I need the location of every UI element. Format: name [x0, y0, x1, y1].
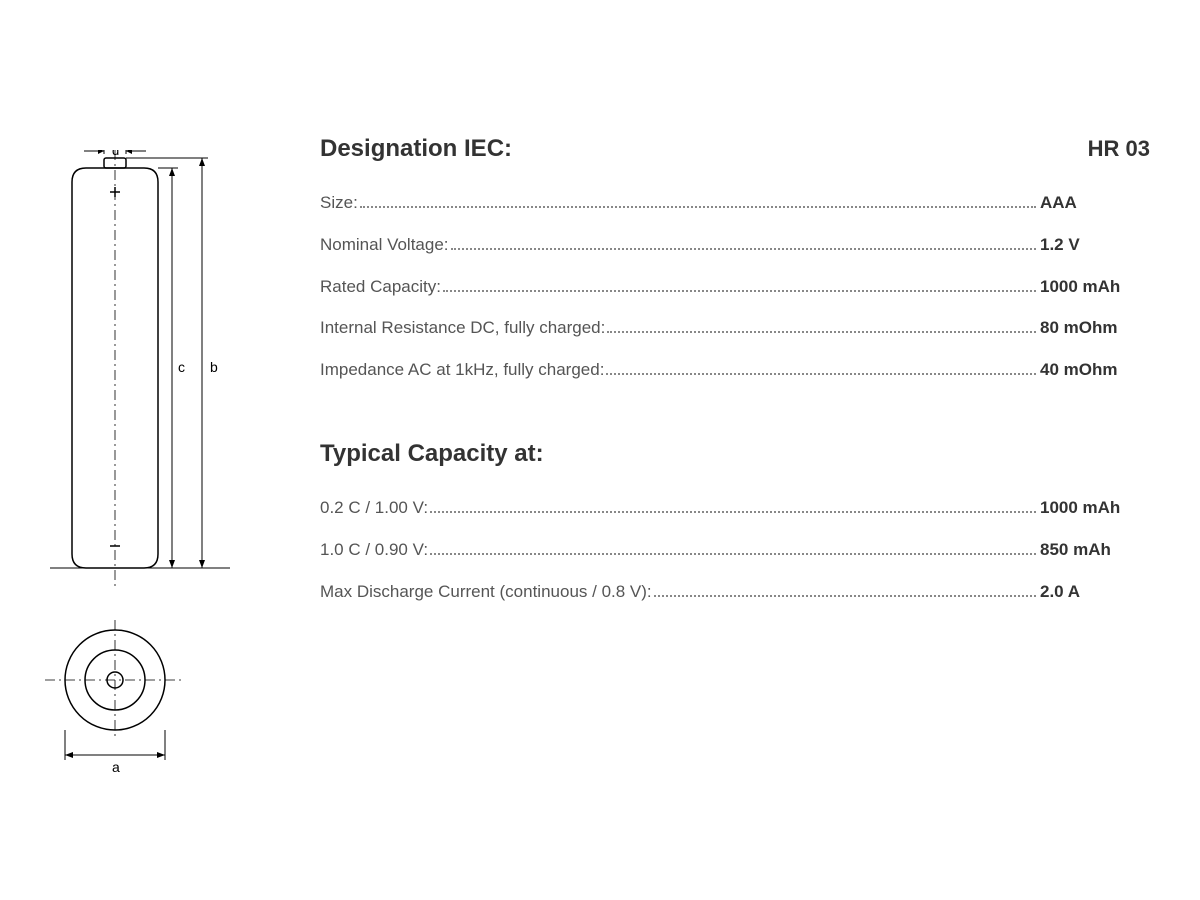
leader-dots	[360, 206, 1036, 208]
spec-label: 1.0 C / 0.90 V:	[320, 538, 428, 562]
leader-dots	[606, 373, 1036, 375]
spec-value: 80 mOhm	[1040, 316, 1150, 340]
dim-b-label: b	[210, 359, 218, 375]
spec-sheet: Designation IEC: HR 03 Size: AAA Nominal…	[320, 135, 1150, 621]
leader-dots	[430, 511, 1036, 513]
spec-label: Max Discharge Current (continuous / 0.8 …	[320, 580, 652, 604]
spec-value: 2.0 A	[1040, 580, 1150, 604]
spec-label: Internal Resistance DC, fully charged:	[320, 316, 605, 340]
spec-value: 850 mAh	[1040, 538, 1150, 562]
spec-row: Size: AAA	[320, 191, 1150, 215]
section-heading: Typical Capacity at:	[320, 440, 544, 468]
section-heading-value: HR 03	[1088, 136, 1150, 162]
diagram-svg: d c b	[30, 150, 270, 870]
dim-d-label: d	[112, 150, 119, 158]
leader-dots	[430, 553, 1036, 555]
spec-row: Internal Resistance DC, fully charged: 8…	[320, 316, 1150, 340]
spec-value: 40 mOhm	[1040, 358, 1150, 382]
spec-row: Rated Capacity: 1000 mAh	[320, 275, 1150, 299]
section-heading-row: Designation IEC: HR 03	[320, 135, 1150, 163]
spec-label: Nominal Voltage:	[320, 233, 449, 257]
battery-diagram: d c b	[30, 150, 270, 870]
leader-dots	[607, 331, 1036, 333]
spec-row: 1.0 C / 0.90 V: 850 mAh	[320, 538, 1150, 562]
section-heading: Designation IEC:	[320, 135, 512, 163]
spec-row: 0.2 C / 1.00 V: 1000 mAh	[320, 496, 1150, 520]
spec-value: 1000 mAh	[1040, 496, 1150, 520]
spec-row: Max Discharge Current (continuous / 0.8 …	[320, 580, 1150, 604]
spec-label: Size:	[320, 191, 358, 215]
leader-dots	[451, 248, 1036, 250]
spec-label: 0.2 C / 1.00 V:	[320, 496, 428, 520]
spec-label: Rated Capacity:	[320, 275, 441, 299]
spec-row: Impedance AC at 1kHz, fully charged: 40 …	[320, 358, 1150, 382]
spec-value: 1.2 V	[1040, 233, 1150, 257]
side-view: d c b	[50, 150, 230, 590]
leader-dots	[443, 290, 1036, 292]
top-view: a	[45, 620, 185, 775]
dim-c-label: c	[178, 359, 185, 375]
spec-value: AAA	[1040, 191, 1150, 215]
spec-label: Impedance AC at 1kHz, fully charged:	[320, 358, 604, 382]
spec-value: 1000 mAh	[1040, 275, 1150, 299]
dim-a-label: a	[112, 759, 120, 775]
spec-row: Nominal Voltage: 1.2 V	[320, 233, 1150, 257]
section-heading-row: Typical Capacity at:	[320, 440, 1150, 468]
leader-dots	[654, 595, 1036, 597]
